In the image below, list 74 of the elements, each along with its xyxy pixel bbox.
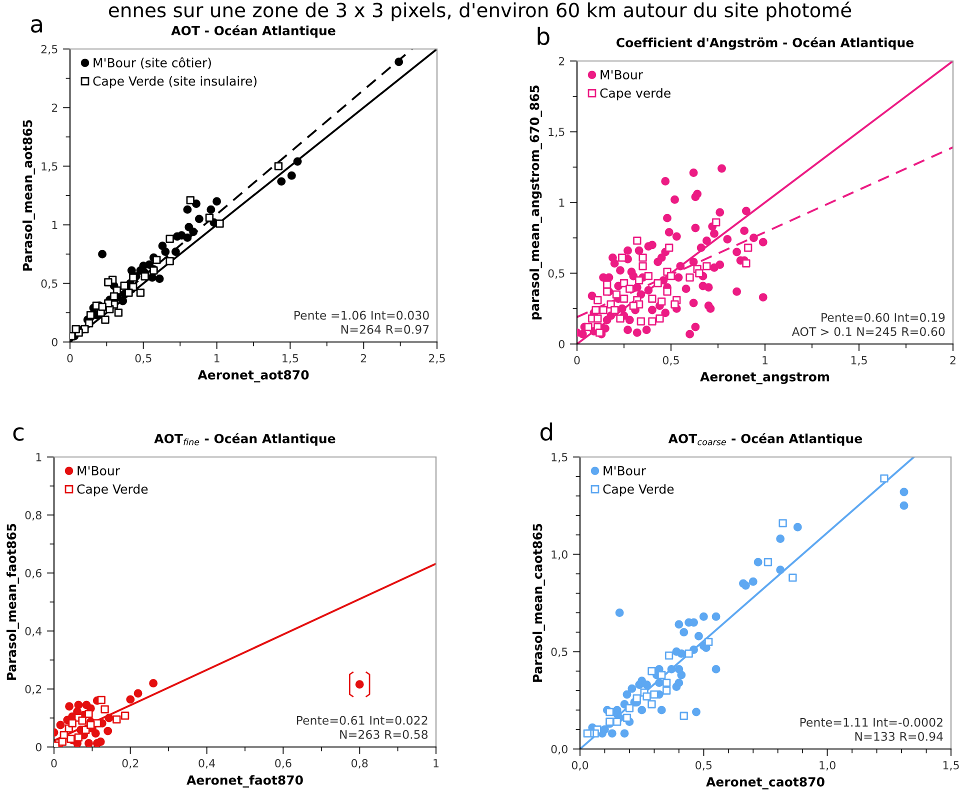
y-axis-title: Parasol_mean_aot865 [22, 120, 35, 271]
x-tick-label: 1,0 [820, 761, 836, 771]
y-tick-label: 0 [558, 340, 564, 348]
text: c [13, 427, 24, 441]
x-tick-label: 1,5 [851, 356, 867, 366]
annotation: N=264 R=0.97 [341, 324, 429, 334]
y-tick-label: 1,0 [552, 550, 568, 560]
y-tick-label: 0,6 [25, 568, 42, 579]
y-tick-label: 1 [559, 198, 564, 207]
x-tick-label: 0 [67, 354, 73, 362]
y-axis-title: Parasol_mean_caot865 [532, 524, 545, 682]
x-tick-label: 0,4 [198, 759, 216, 769]
x-axis-title: Aeronet_aot870 [198, 370, 309, 382]
y-tick-label: 1 [52, 220, 58, 230]
x-tick-label: 2,5 [428, 354, 445, 364]
annotation: Pente=0.61 Int=0.022 [296, 716, 428, 725]
y-tick-label: 0,0 [551, 744, 568, 755]
x-tick-label: 2 [950, 356, 956, 364]
chart-title: AOT$_{fine}$ - Océan Atlantique [154, 433, 336, 446]
legend-label: M'Bour [78, 466, 120, 476]
y-axis-title: parasol_mean_angstrom_670_865 [530, 85, 542, 320]
x-axis-title: Aeronet_angstrom [700, 372, 830, 384]
x-tick-label: 0,5 [696, 761, 712, 771]
y-tick-label: 0,2 [25, 684, 42, 695]
y-tick-label: 2,5 [41, 44, 58, 55]
annotation: N=133 R=0.94 [855, 732, 943, 741]
y-tick-label: 1,5 [552, 453, 568, 463]
x-tick-label: 0,2 [122, 759, 138, 769]
x-tick-label: 0,5 [135, 354, 152, 364]
x-tick-label: 1 [214, 354, 220, 362]
annotation: Pente=1.11 Int=-0.0002 [800, 718, 942, 727]
legend-label: Cape Verde [603, 484, 674, 496]
x-tick-label: 0,6 [275, 759, 292, 769]
legend-label: M'Bour [604, 466, 646, 476]
chart-title: AOT$_{coarse}$ - Océan Atlantique [668, 433, 862, 446]
annotation: N=263 R=0.58 [340, 730, 428, 739]
x-tick-label: 0,8 [352, 759, 368, 769]
y-tick-label: 2 [558, 56, 564, 66]
legend-label: M'Bour [600, 70, 644, 80]
chart-title: Coefficient d'Angström - Océan Atlantique [616, 37, 914, 50]
x-tick-label: 0,0 [572, 761, 588, 771]
y-tick-label: 0,8 [25, 510, 42, 521]
text: d [540, 422, 552, 441]
y-tick-label: 0,5 [551, 648, 568, 658]
y-tick-label: 1,5 [42, 162, 58, 172]
x-tick-label: 1 [762, 356, 768, 364]
text: b [538, 26, 550, 46]
y-tick-label: 2 [52, 104, 58, 112]
legend-label: Cape verde [600, 88, 670, 100]
y-axis-title: Parasol_mean_faot865 [6, 524, 19, 680]
chart-title: AOT - Océan Atlantique [171, 25, 336, 38]
legend-label: Cape Verde (site insulaire) [93, 76, 256, 88]
annotation: Pente =1.06 Int=0.030 [294, 310, 429, 320]
x-tick-label: 0,5 [662, 356, 679, 366]
text: ennes sur une zone de 3 x 3 pixels, d'environ 60 km autour du site photomé [108, 2, 852, 22]
x-axis-title: Aeronet_caot870 [706, 777, 824, 790]
annotation: Pente=0.60 Int=0.19 [822, 313, 945, 322]
x-axis-title: Aeronet_faot870 [186, 775, 303, 788]
y-tick-label: 1,5 [548, 128, 564, 138]
text: a [31, 19, 42, 33]
x-tick-label: 1 [434, 759, 439, 768]
y-tick-label: 0,5 [548, 269, 564, 279]
y-tick-label: 1 [36, 453, 42, 462]
y-tick-label: 0 [36, 742, 42, 752]
y-tick-label: 0 [52, 338, 58, 346]
x-tick-label: 0 [574, 356, 580, 364]
x-tick-label: 2 [360, 354, 366, 362]
annotation: AOT > 0.1 N=245 R=0.60 [792, 327, 945, 336]
x-tick-label: 1,5 [282, 354, 298, 364]
y-tick-label: 0,5 [41, 279, 58, 289]
y-tick-label: 0,4 [25, 626, 42, 637]
legend-label: M'Bour (site côtier) [94, 57, 211, 69]
x-tick-label: 1,5 [943, 761, 959, 771]
legend-label: Cape Verde [77, 484, 148, 496]
